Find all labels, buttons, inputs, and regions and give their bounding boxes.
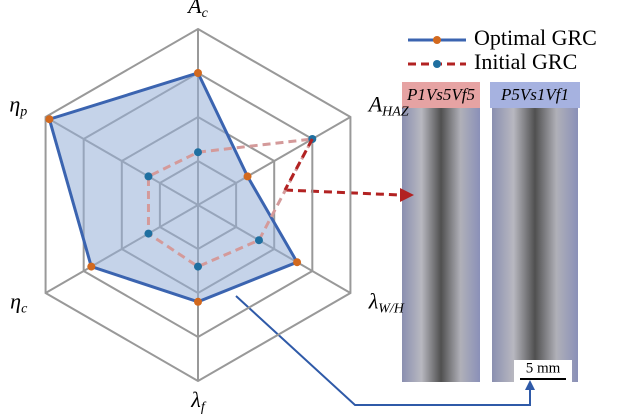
- legend-label: Initial GRC: [474, 49, 577, 74]
- axis-label-main: η: [10, 289, 21, 314]
- axis-label-main: A: [186, 0, 202, 18]
- axis-label-sub: p: [19, 105, 27, 120]
- axis-label-sub: f: [201, 400, 207, 415]
- data-point: [87, 263, 95, 271]
- legend-marker: [433, 36, 441, 44]
- image-label: P5Vs1Vf1: [500, 85, 569, 104]
- axis-label-sub: c: [202, 6, 209, 21]
- figure: P1Vs5Vf5 P5Vs1Vf1 5 mm AcAHAZλW/Hλfηcηp …: [0, 0, 636, 418]
- axis-label-sub: HAZ: [381, 105, 409, 120]
- data-point: [194, 69, 202, 77]
- data-point: [244, 172, 252, 180]
- axis-label: ηc: [10, 289, 28, 317]
- axis-label-sub: c: [21, 302, 28, 317]
- arrow: [285, 190, 400, 195]
- data-point: [255, 236, 263, 244]
- axis-label-sub: W/H: [378, 302, 405, 317]
- axis-label-main: η: [9, 91, 20, 116]
- data-point: [194, 263, 202, 271]
- axis-label: ηp: [9, 91, 27, 119]
- data-point: [45, 115, 53, 123]
- scale-bar-label: 5 mm: [526, 360, 561, 376]
- data-point: [194, 148, 202, 156]
- data-point: [194, 298, 202, 306]
- data-point: [293, 258, 301, 266]
- data-point: [144, 172, 152, 180]
- weld-image-2: [492, 108, 578, 382]
- axis-label-main: λ: [190, 387, 201, 412]
- data-point: [144, 230, 152, 238]
- axis-label: λW/H: [368, 289, 405, 317]
- image-label: P1Vs5Vf5: [406, 85, 475, 104]
- axis-label: λf: [190, 387, 207, 415]
- axis-label-main: λ: [368, 289, 379, 314]
- legend-marker: [433, 60, 441, 68]
- axis-label: Ac: [186, 0, 208, 21]
- series-polygon: [49, 73, 297, 302]
- axis-label-main: A: [367, 91, 383, 116]
- weld-image-1: [402, 108, 480, 382]
- legend-label: Optimal GRC: [474, 25, 597, 50]
